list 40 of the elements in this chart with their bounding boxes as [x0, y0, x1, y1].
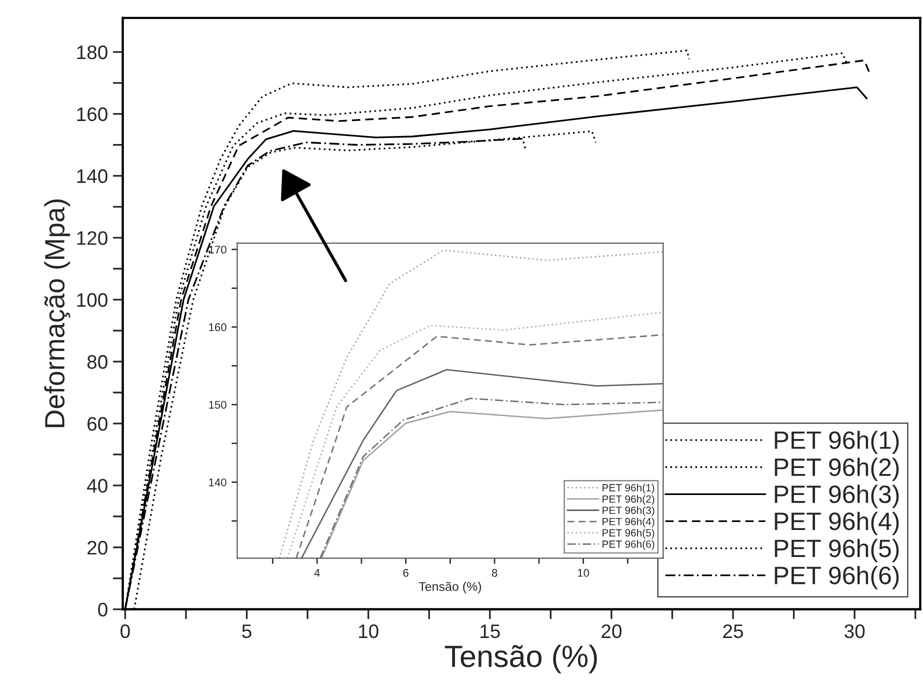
x-tick-label: 10 — [578, 568, 590, 577]
y-tick-label: 40 — [86, 478, 108, 493]
legend-label: PET 96h(6) — [602, 540, 654, 550]
x-tick-label: 10 — [358, 624, 378, 638]
x-tick-label: 4 — [314, 569, 320, 577]
x-axis-title: Tensão (%) — [444, 644, 597, 674]
y-tick-label: 140 — [209, 478, 226, 486]
legend-label: PET 96h(4) — [602, 518, 654, 528]
x-tick-label: 8 — [492, 568, 498, 577]
x-tick-label: 30 — [844, 624, 865, 638]
legend-label: PET 96h(1) — [774, 430, 899, 454]
legend-label: PET 96h(2) — [602, 495, 654, 505]
y-tick-label: 150 — [209, 400, 226, 409]
legend-label: PET 96h(1) — [602, 484, 654, 494]
y-tick-label: 160 — [77, 107, 108, 122]
y-tick-label: 160 — [209, 323, 226, 332]
y-tick-label: 140 — [77, 169, 108, 184]
y-tick-label: 80 — [87, 355, 108, 369]
x-axis-title: Tensão (%) — [418, 582, 482, 594]
x-tick-label: 6 — [403, 568, 408, 577]
x-tick-label: 25 — [723, 624, 744, 638]
legend-label: PET 96h(6) — [774, 566, 899, 590]
x-tick-label: 0 — [120, 624, 130, 638]
y-tick-label: 0 — [98, 602, 108, 617]
x-tick-label: 5 — [242, 624, 252, 638]
legend-label: PET 96h(3) — [602, 506, 654, 516]
y-tick-label: 180 — [77, 45, 108, 60]
y-tick-label: 100 — [77, 293, 108, 307]
x-tick-label: 15 — [480, 624, 500, 638]
y-tick-label: 60 — [88, 416, 108, 431]
legend-label: PET 96h(3) — [774, 484, 899, 508]
legend-label: PET 96h(5) — [602, 528, 654, 539]
y-tick-label: 170 — [209, 246, 226, 254]
y-tick-label: 120 — [77, 231, 108, 245]
x-tick-label: 20 — [602, 624, 622, 638]
legend-label: PET 96h(4) — [774, 512, 899, 536]
legend-label: PET 96h(5) — [774, 538, 899, 562]
y-tick-label: 20 — [88, 540, 108, 555]
legend-label: PET 96h(2) — [774, 458, 899, 482]
y-axis-title: Deformação (Mpa) — [44, 200, 70, 428]
